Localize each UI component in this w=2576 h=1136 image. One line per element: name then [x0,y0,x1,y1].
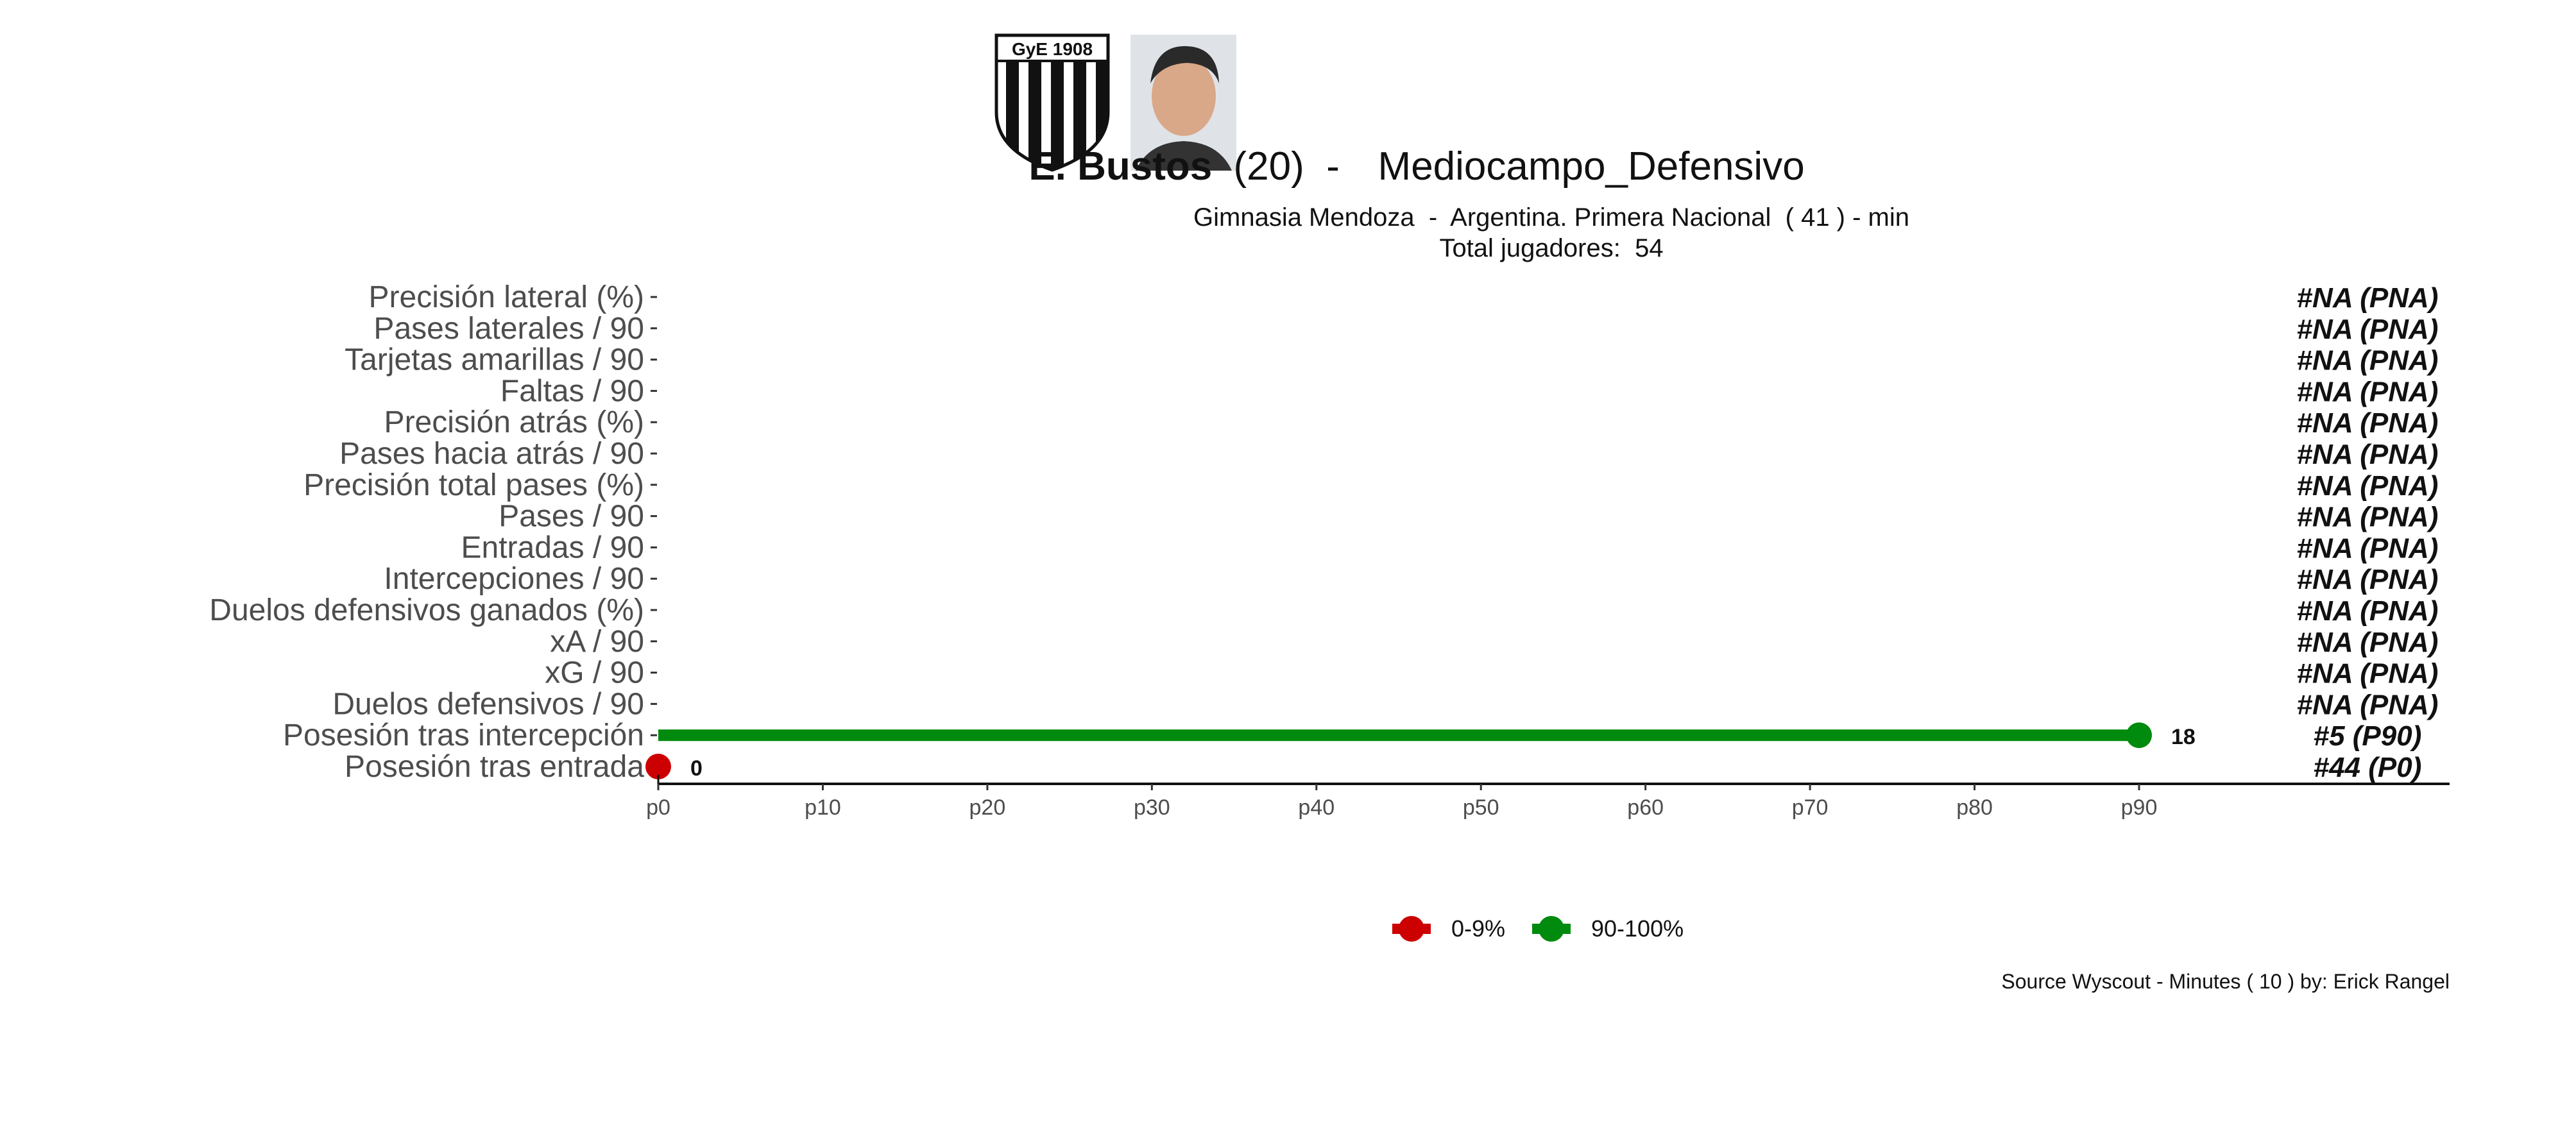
x-tick-label: p80 [1956,795,1993,820]
rank-label: #NA (PNA) [2297,376,2439,407]
legend-label: 0-9% [1451,915,1505,942]
metric-label: xA / 90 [550,625,644,659]
metric-label: Precisión atrás (%) [384,405,644,439]
value-label: 18 [2171,725,2196,749]
rank-label: #NA (PNA) [2297,658,2439,690]
rank-label: #44 (P0) [2314,752,2422,783]
legend-label: 90-100% [1591,915,1684,942]
x-tick-label: p10 [805,795,841,820]
metric-label: Entradas / 90 [461,530,644,564]
legend-key-point [1539,916,1564,942]
x-tick-label: p0 [646,795,670,820]
x-tick-label: p60 [1627,795,1664,820]
player-name: E. Bustos [1028,144,1212,189]
subtitle: Gimnasia Mendoza - Argentina. Primera Na… [1193,203,1909,232]
metric-label: Tarjetas amarillas / 90 [345,343,644,377]
rank-label: #NA (PNA) [2297,532,2439,564]
lollipop-point [645,754,671,779]
x-tick-label: p30 [1134,795,1170,820]
rank-label: #NA (PNA) [2297,564,2439,595]
x-tick-label: p20 [969,795,1006,820]
metric-label: Faltas / 90 [500,374,644,408]
value-label: 0 [690,756,703,781]
title-separator: - [1315,144,1361,189]
player-photo [1130,35,1236,171]
x-tick-label: p90 [2121,795,2158,820]
rank-label: #NA (PNA) [2297,439,2439,470]
metric-label: Precisión lateral (%) [369,280,644,314]
total-players: Total jugadores: 54 [1439,234,1663,262]
player-position: Mediocampo_Defensivo [1378,144,1805,189]
rank-label: #NA (PNA) [2297,627,2439,658]
metric-label: Duelos defensivos / 90 [332,687,644,721]
metric-label: Posesión tras entrada [345,750,644,784]
metric-label: Pases / 90 [499,500,644,534]
x-tick-label: p40 [1298,795,1335,820]
metric-label: Precisión total pases (%) [303,468,644,502]
metric-label: Pases laterales / 90 [373,312,644,346]
legend-key-point [1399,916,1424,942]
rank-label: #NA (PNA) [2297,345,2439,377]
rank-label: #NA (PNA) [2297,470,2439,502]
rank-label: #NA (PNA) [2297,502,2439,533]
x-tick-label: p50 [1463,795,1499,820]
metric-label: Pases hacia atrás / 90 [339,437,644,471]
svg-text:E. Bustos (20) -: E. Bustos (20) - Mediocampo_Defensivo [1028,144,1804,189]
player-age: (20) [1233,144,1304,189]
club-badge-logo: GyE 1908 [994,33,1110,172]
metric-label: Intercepciones / 90 [384,562,644,596]
metric-label: Posesión tras intercepción [283,718,644,752]
legend: 0-9% 90-100% [1392,915,1684,942]
metric-label: Duelos defensivos ganados (%) [209,593,644,627]
plot-area: Precisión lateral (%) #NA (PNA) Pases late… [209,280,2450,820]
rank-label: #NA (PNA) [2297,314,2439,345]
rank-label: #NA (PNA) [2297,689,2439,720]
club-badge-text: GyE 1908 [1012,39,1093,59]
rank-label: #NA (PNA) [2297,595,2439,627]
lollipop-point [2126,722,2152,749]
x-tick-label: p70 [1792,795,1829,820]
rank-label: #NA (PNA) [2297,282,2439,314]
metric-label: xG / 90 [545,656,644,690]
rank-label: #NA (PNA) [2297,407,2439,439]
rank-label: #5 (P90) [2314,720,2422,752]
source-caption: Source Wyscout - Minutes ( 10 ) by: Eric… [2001,970,2450,993]
